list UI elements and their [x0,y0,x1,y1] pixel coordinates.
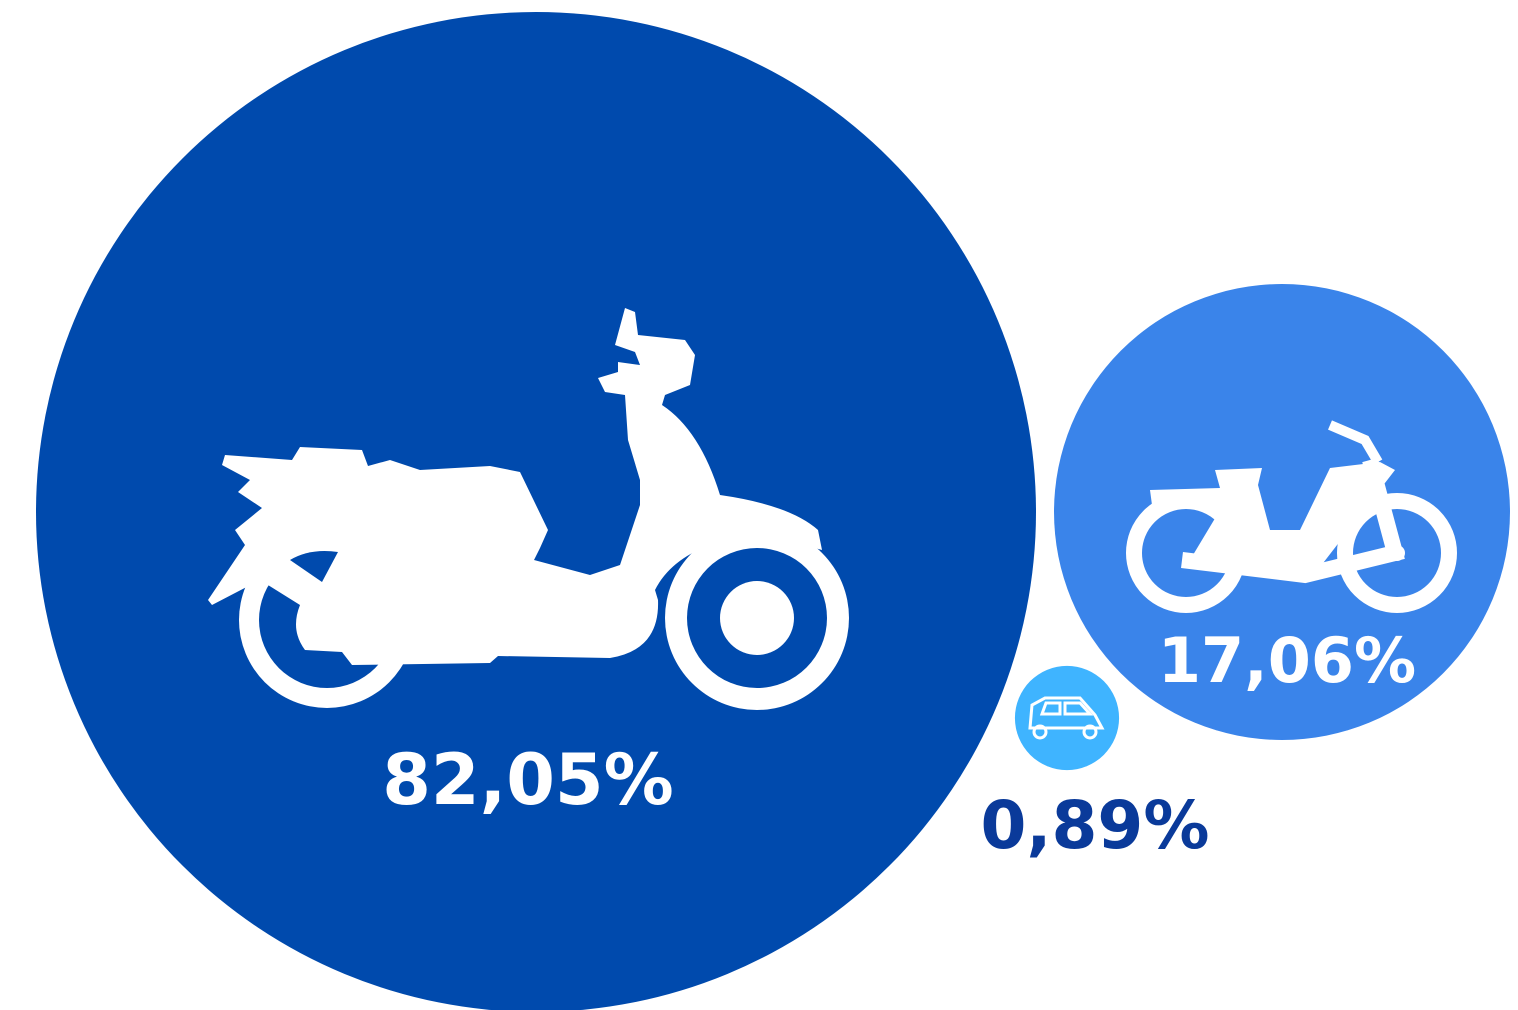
moped-frame [1181,457,1405,584]
car-wheel [1032,724,1048,740]
front-hub [720,581,794,655]
moped-body [1150,462,1405,580]
bubble [1054,284,1510,740]
value-label: 17,06% [1158,624,1416,697]
bubble [1014,665,1120,771]
moped-hub [1389,545,1405,561]
value-label: 82,05% [382,739,674,821]
scooter-cutout [290,551,338,582]
scooter-body [208,308,822,665]
value-label: 0,89% [981,787,1210,864]
car-icon [1028,696,1105,740]
moped-seat-frame [1150,462,1395,580]
car-body [1028,696,1105,730]
car-wheel [1082,724,1098,740]
moped-front-wheel [1337,493,1457,613]
moped-handlebar [1328,420,1383,465]
scooter-icon [208,308,849,710]
car-windows [1039,701,1094,716]
